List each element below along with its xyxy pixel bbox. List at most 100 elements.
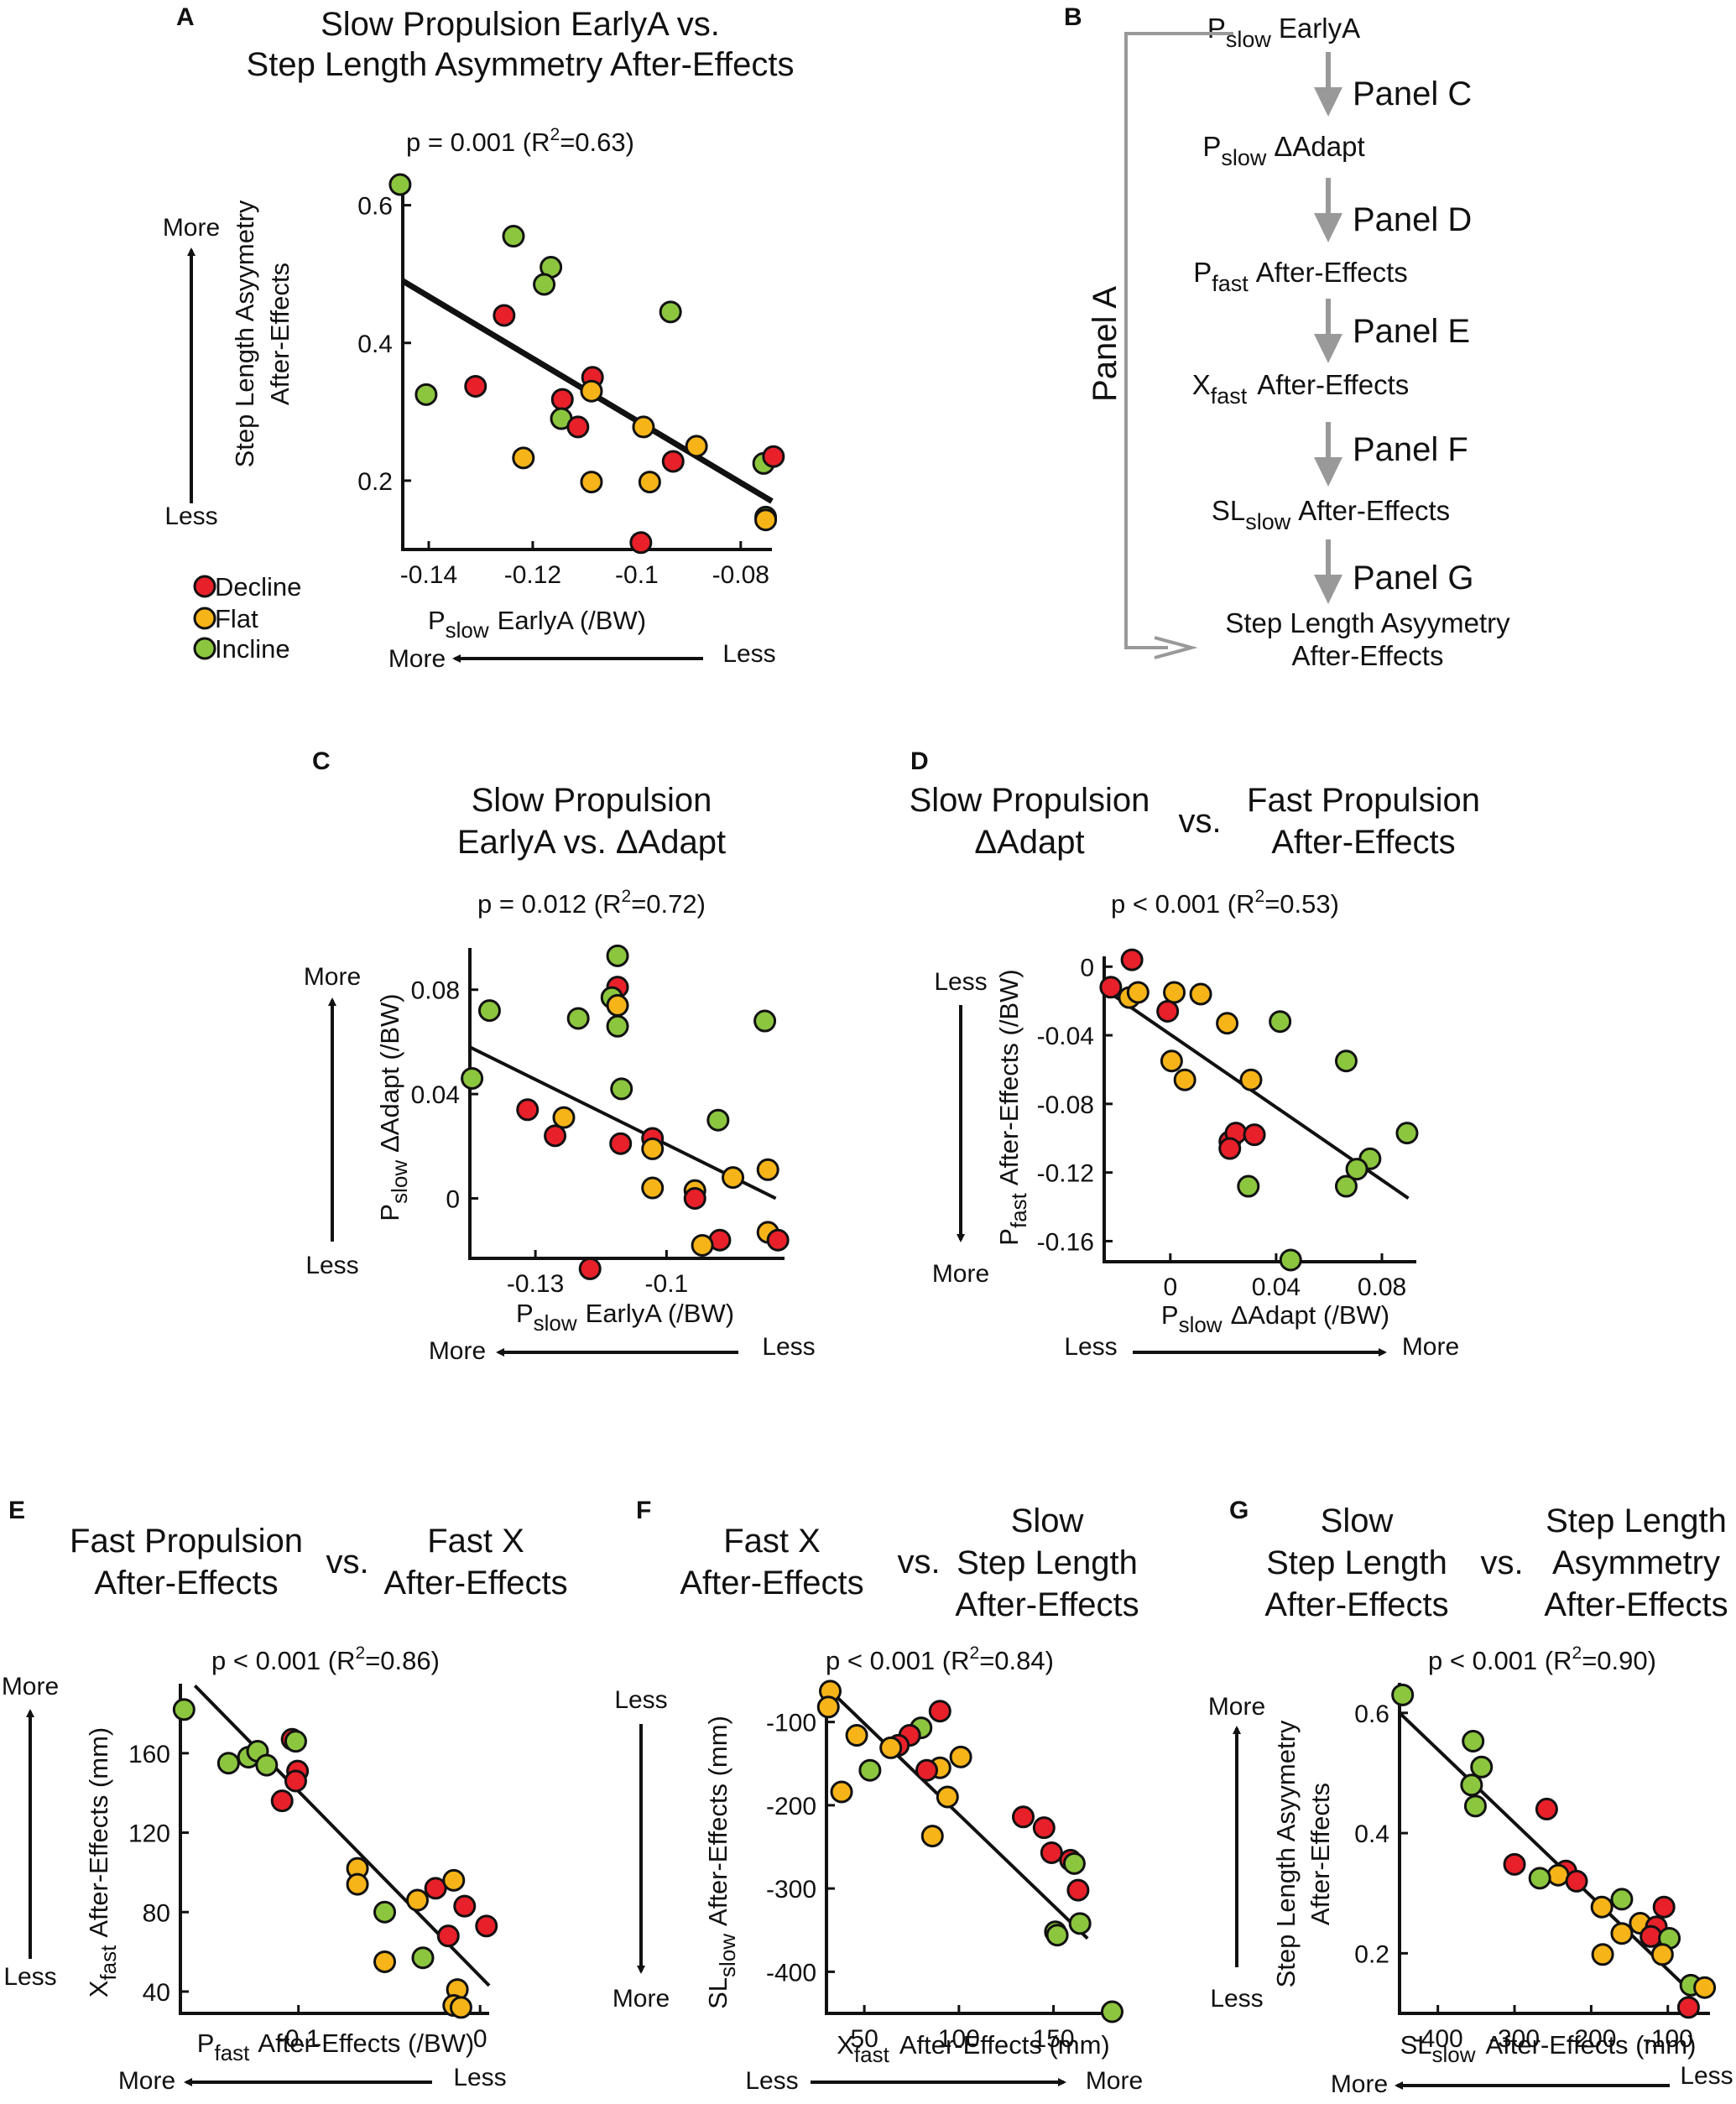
data-point-decline xyxy=(1099,976,1123,999)
regression-line xyxy=(825,1685,1089,1940)
data-point-decline xyxy=(1218,1137,1242,1160)
data-point-incline xyxy=(461,1066,484,1090)
data-point-incline xyxy=(388,173,412,196)
panel-a-xlabel: Pslow EarlyA (/BW) xyxy=(428,606,646,643)
data-point-flat xyxy=(1160,1049,1183,1073)
data-point-decline xyxy=(1032,1816,1056,1840)
panel-letter-f: F xyxy=(636,1497,651,1524)
x-tick-label: -200 xyxy=(1566,2025,1616,2053)
y-tick-label: 120 xyxy=(128,1820,170,1848)
data-point-decline xyxy=(766,1228,790,1252)
flow-label-panel-f: Panel F xyxy=(1353,431,1468,468)
y-tick-label: 0 xyxy=(446,1185,460,1213)
panel-d-xdir-left: Less xyxy=(1064,1333,1117,1361)
panel-e: E Fast Propulsion After-Effects vs. Fast… xyxy=(2,1497,568,2095)
data-point-flat xyxy=(552,1106,576,1129)
x-tick-label: -0.08 xyxy=(712,561,769,589)
panel-g-xlabel: SLslow After-Effects (mm) xyxy=(1400,2030,1697,2067)
flow-bracket-arrowhead xyxy=(1154,636,1198,659)
panel-g-ydir-bottom: Less xyxy=(1210,1985,1263,2013)
panel-f-stat: p < 0.001 (R2=0.84) xyxy=(826,1643,1054,1675)
panel-d: D Slow Propulsion ΔAdapt vs. Fast Propul… xyxy=(910,747,1480,1361)
data-point-incline xyxy=(216,1752,240,1775)
x-tick-label: 0 xyxy=(473,2025,487,2053)
data-point-flat xyxy=(405,1888,429,1912)
panel-a-xdir-left: More xyxy=(388,645,446,673)
data-point-incline xyxy=(566,1007,590,1030)
y-tick-label: 0.2 xyxy=(1354,1940,1389,1968)
panel-e-ydir-top: More xyxy=(2,1673,59,1700)
data-point-decline xyxy=(1652,1895,1676,1919)
data-point-decline xyxy=(1156,999,1180,1023)
panel-f-ydir-top: Less xyxy=(614,1686,667,1714)
panel-c: C Slow Propulsion EarlyA vs. ΔAdapt p = … xyxy=(304,747,816,1365)
data-point-incline xyxy=(477,999,501,1023)
x-tick-label: -0.13 xyxy=(507,1270,564,1298)
data-point-incline xyxy=(858,1758,882,1782)
legend-label-flat: Flat xyxy=(215,604,258,633)
panel-c-ydir-bottom: Less xyxy=(305,1252,358,1279)
panel-a-ylabel-line-1: Step Length Asyymetry xyxy=(230,200,259,467)
data-point-incline xyxy=(753,1009,777,1033)
panel-c-xdir-right: Less xyxy=(762,1333,815,1361)
flow-arrow-5 xyxy=(1314,539,1342,604)
data-point-incline xyxy=(1334,1174,1358,1198)
flow-label-panel-g: Panel G xyxy=(1353,560,1474,596)
data-point-decline xyxy=(424,1877,447,1900)
x-tick-label: -100 xyxy=(1643,2025,1693,2053)
panel-f-title-left-line-1: Fast X xyxy=(723,1523,821,1560)
data-point-decline xyxy=(544,1124,567,1148)
x-tick-label: -400 xyxy=(1413,2025,1463,2053)
y-tick-label: -100 xyxy=(766,1710,816,1737)
data-point-flat xyxy=(1590,1895,1613,1919)
data-point-decline xyxy=(578,1257,602,1280)
data-point-incline xyxy=(659,300,682,324)
panel-d-stat: p < 0.001 (R2=0.53) xyxy=(1111,887,1339,919)
data-point-flat xyxy=(685,435,708,458)
panel-g-title-right-line-1: Step Length xyxy=(1546,1502,1727,1539)
data-point-decline xyxy=(566,415,590,439)
panel-a-stat: p = 0.001 (R2=0.63) xyxy=(406,125,634,157)
panel-f-title-vs: vs. xyxy=(897,1544,940,1581)
panel-g-title-vs: vs. xyxy=(1480,1544,1523,1581)
panel-g-ylabel-line-1: Step Length Asyymetry xyxy=(1271,1720,1301,1987)
panel-g-title-left-line-2: Step Length xyxy=(1266,1544,1447,1581)
flow-label-panel-d: Panel D xyxy=(1353,201,1472,238)
panel-f-xdir-right: More xyxy=(1086,2067,1143,2095)
panel-f: F Fast X After-Effects vs. Slow Step Len… xyxy=(613,1497,1143,2095)
data-point-flat xyxy=(580,379,603,403)
data-point-incline xyxy=(1610,1888,1634,1911)
panel-g-chart: -400 -300 -200 -100 0.2 0.4 0.6 xyxy=(1354,1683,1717,2053)
x-tick-label: -0.12 xyxy=(504,561,561,589)
y-tick-label: -0.12 xyxy=(1037,1160,1094,1188)
panel-d-title-right-line-2: After-Effects xyxy=(1271,824,1455,861)
data-point-flat xyxy=(722,1166,745,1190)
data-point-incline xyxy=(1395,1122,1419,1145)
y-tick-label: -0.16 xyxy=(1037,1228,1094,1256)
data-point-flat xyxy=(756,1158,779,1181)
panel-e-xdir-left: More xyxy=(118,2067,175,2095)
flow-node-slslow-ae: SLslow After-Effects xyxy=(1212,495,1450,534)
panel-d-title-left-line-1: Slow Propulsion xyxy=(910,782,1150,819)
y-tick-label: -0.08 xyxy=(1037,1091,1094,1119)
data-point-decline xyxy=(464,374,487,398)
panel-g-ylabel-line-2: After-Effects xyxy=(1306,1783,1335,1925)
panel-letter-a: A xyxy=(176,3,195,31)
data-point-incline xyxy=(1391,1683,1415,1706)
panel-letter-g: G xyxy=(1229,1497,1249,1524)
flow-arrow-3 xyxy=(1314,299,1342,363)
panel-d-xdir-right: More xyxy=(1402,1333,1459,1361)
data-point-incline xyxy=(1460,1773,1483,1797)
flow-arrows xyxy=(1314,52,1342,604)
y-tick-label: 0.04 xyxy=(411,1081,460,1109)
panel-d-title-right-line-1: Fast Propulsion xyxy=(1247,782,1480,819)
panel-g-title-right-line-3: After-Effects xyxy=(1544,1586,1728,1623)
panel-g-stat: p < 0.001 (R2=0.90) xyxy=(1428,1643,1656,1675)
regression-line xyxy=(1398,1711,1697,1997)
data-point-decline xyxy=(550,388,574,411)
data-point-flat xyxy=(373,1950,397,1973)
data-point-decline xyxy=(928,1700,951,1723)
flow-node-pslow-dadapt: Pslow ΔAdapt xyxy=(1202,131,1364,170)
y-tick-label: -0.04 xyxy=(1037,1023,1094,1050)
data-point-incline xyxy=(1345,1158,1368,1181)
